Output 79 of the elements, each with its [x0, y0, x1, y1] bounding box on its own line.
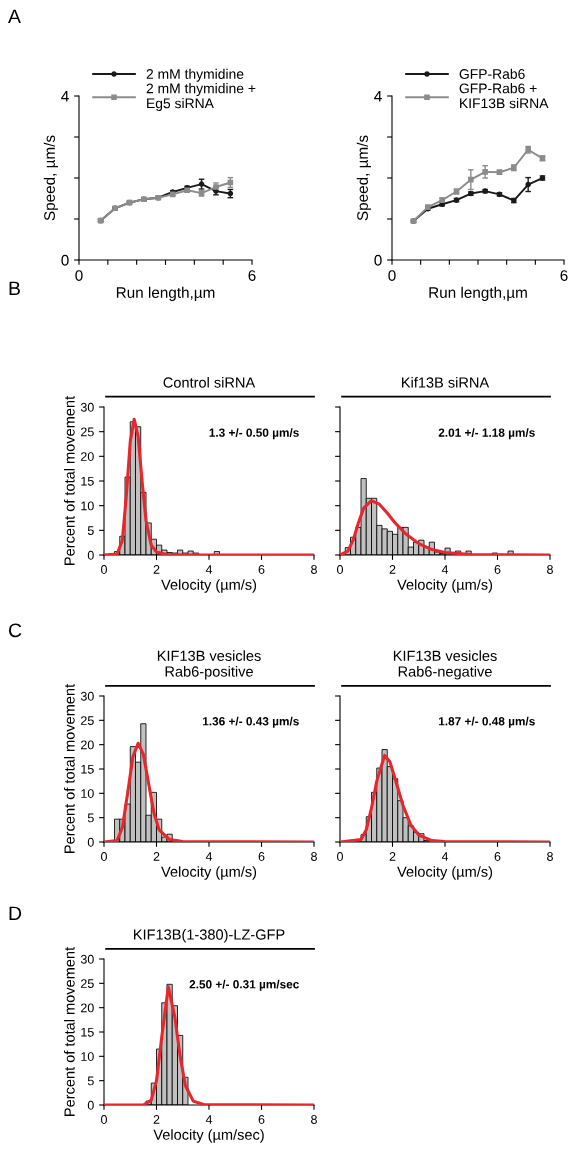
legend-label: 2 mM thymidine + Eg5 siRNA: [146, 83, 256, 111]
x-axis-title: Velocity (µm/s): [161, 866, 257, 880]
x-tick-label: 4: [441, 565, 449, 574]
x-tick-label: 6: [560, 270, 568, 281]
y-tick-label: 5: [87, 1076, 94, 1086]
x-tick-label: 2: [389, 565, 396, 574]
y-tick-label: 30: [80, 691, 94, 701]
y-axis-title: Percent of total movement: [64, 395, 75, 565]
x-tick-label: 2: [153, 852, 160, 861]
x-tick-label: 8: [311, 1115, 317, 1124]
y-tick-label: 20: [81, 740, 94, 750]
x-tick-label: 6: [494, 852, 501, 861]
x-axis-title: Run length,µm: [116, 286, 215, 301]
legend-label: GFP-Rab6: [459, 68, 525, 79]
annotation: 2.01 +/- 1.18 µm/s: [438, 428, 535, 440]
text: D: [9, 906, 22, 921]
text: A: [8, 9, 21, 24]
x-tick-label: 0: [101, 1115, 107, 1124]
annotation: 1.3 +/- 0.50 µm/s: [209, 428, 299, 440]
x-tick-label: 0: [101, 852, 107, 861]
x-axis-title: Run length,µm: [429, 286, 527, 301]
y-tick-label: 30: [80, 954, 94, 964]
annotation: 1.87 +/- 0.48 µm/s: [439, 716, 535, 728]
chart-title: Kif13B siRNA: [402, 376, 490, 388]
x-axis-title: Velocity (µm/s): [161, 579, 257, 593]
x-tick-label: 4: [205, 1115, 213, 1124]
x-tick-label: 8: [311, 852, 317, 861]
y-tick-label: 20: [81, 452, 94, 461]
y-tick-label: 0: [87, 550, 94, 560]
y-tick-label: 10: [81, 789, 94, 798]
y-tick-label: 25: [81, 427, 94, 437]
x-tick-label: 4: [441, 852, 449, 861]
annotation: 2.50 +/- 0.31 µm/sec: [189, 979, 299, 991]
chart-title: KIF13B(1-380)-LZ-GFP: [134, 928, 285, 943]
x-tick-label: 0: [101, 565, 107, 574]
y-tick-label: 10: [81, 1052, 94, 1061]
x-tick-label: 2: [153, 565, 160, 574]
y-axis-title: Percent of total movement: [64, 946, 75, 1116]
x-tick-label: 4: [205, 852, 213, 861]
y-tick-label: 25: [81, 716, 94, 725]
x-tick-label: 4: [205, 565, 213, 574]
y-tick-label: 0: [87, 837, 94, 847]
x-tick-label: 0: [388, 270, 396, 281]
y-axis-title: Percent of total movement: [64, 683, 75, 853]
y-tick-label: 15: [81, 476, 94, 486]
x-tick-label: 0: [337, 565, 343, 574]
x-tick-label: 6: [258, 852, 265, 861]
x-axis-title: Velocity (µm/sec): [153, 1129, 264, 1143]
y-tick-label: 20: [81, 1003, 94, 1013]
x-tick-label: 2: [389, 852, 396, 861]
x-tick-label: 0: [337, 852, 343, 861]
y-tick-label: 5: [87, 526, 94, 535]
x-tick-label: 6: [494, 565, 501, 574]
x-tick-label: 6: [258, 1115, 265, 1124]
x-tick-label: 8: [311, 565, 317, 574]
x-tick-label: 8: [547, 852, 553, 861]
legend-label: GFP-Rab6 + KIF13B siRNA: [459, 83, 549, 109]
y-tick-label: 0: [87, 1100, 94, 1110]
annotation: 1.36 +/- 0.43 µm/s: [203, 716, 299, 728]
y-tick-label: 15: [81, 764, 94, 774]
text: C: [8, 623, 22, 638]
y-axis-title: Speed, µm/s: [43, 135, 58, 221]
text: B: [9, 281, 20, 296]
x-tick-label: 6: [248, 270, 256, 281]
y-tick-label: 5: [87, 813, 94, 823]
x-tick-label: 6: [258, 565, 265, 574]
y-axis-title: Speed, µm/s: [356, 135, 371, 221]
y-tick-label: 30: [80, 402, 94, 412]
y-tick-label: 10: [81, 501, 94, 511]
x-tick-label: 2: [153, 1115, 160, 1124]
y-tick-label: 15: [81, 1027, 94, 1037]
x-axis-title: Velocity (µm/s): [397, 866, 493, 880]
chart-title: KIF13B vesicles Rab6-positive: [157, 650, 261, 680]
chart-title: Control siRNA: [163, 376, 256, 388]
chart-title: KIF13B vesicles Rab6-negative: [393, 650, 497, 680]
legend-label: 2 mM thymidine: [146, 68, 244, 82]
x-axis-title: Velocity (µm/s): [397, 579, 493, 593]
y-tick-label: 25: [81, 979, 94, 988]
x-tick-label: 8: [547, 565, 553, 574]
